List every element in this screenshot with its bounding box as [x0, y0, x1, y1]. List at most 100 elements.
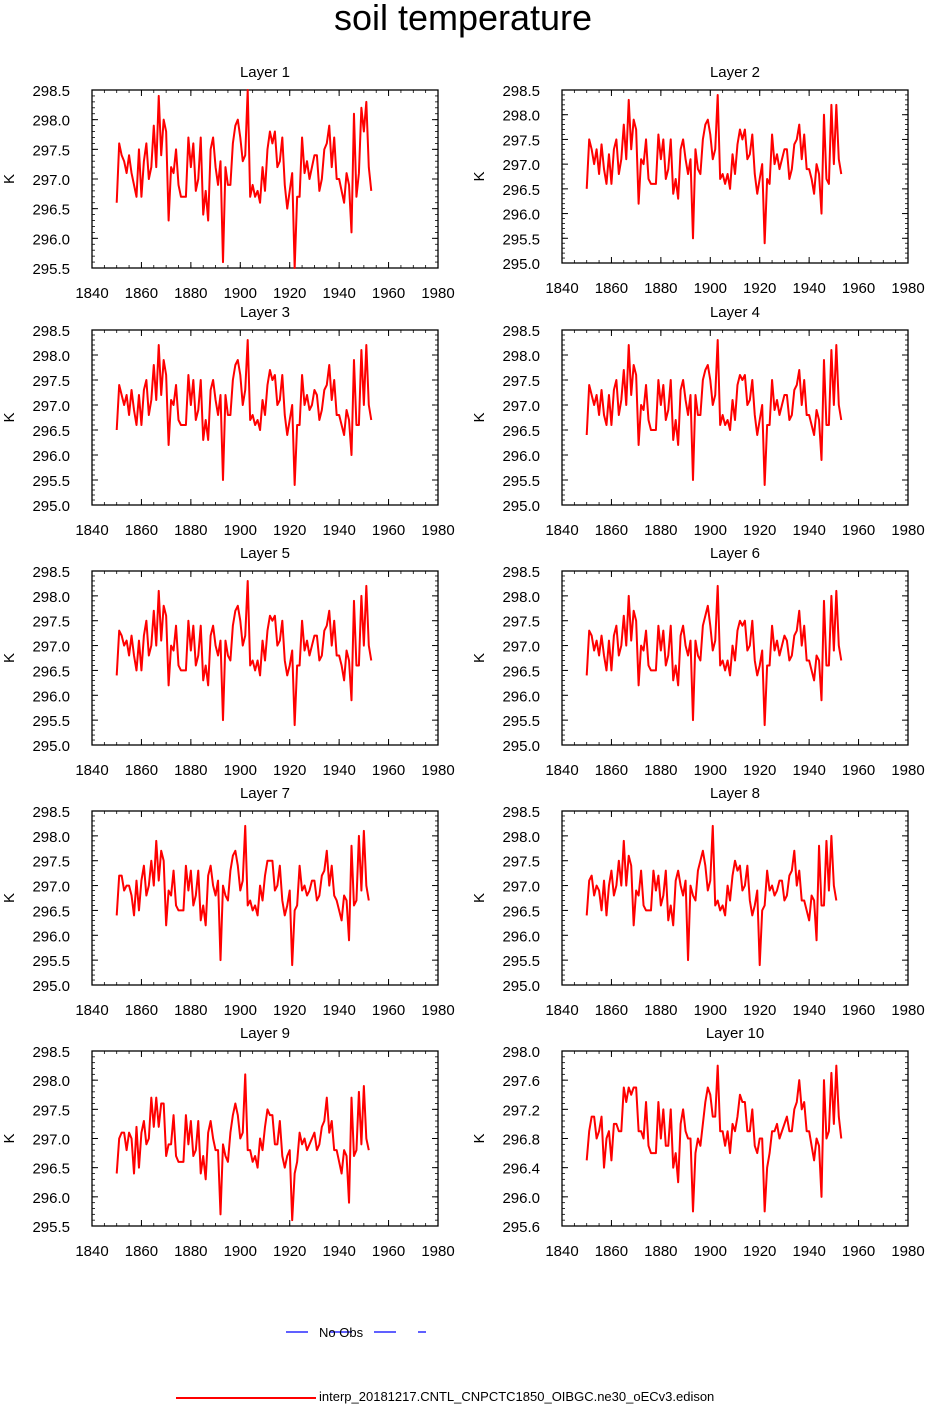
chart-title: Layer 3	[240, 304, 290, 321]
y-tick-label: 295.5	[502, 231, 540, 248]
y-tick-label: 297.5	[32, 854, 70, 871]
y-tick-label: 295.0	[502, 978, 540, 995]
y-tick-label: 295.0	[502, 256, 540, 273]
x-tick-label: 1960	[372, 1002, 405, 1019]
legend-model-swatch	[176, 1397, 316, 1399]
y-tick-label: 297.5	[502, 614, 540, 631]
chart-layer-7: Layer 7 K 1840 1860 1880 1900 1920 1940 1960 1980…	[1, 785, 455, 1019]
x-tick-label: 1880	[644, 280, 677, 297]
x-tick-label: 1980	[891, 762, 924, 779]
x-tick-label: 1840	[545, 1002, 578, 1019]
series-line	[115, 1073, 370, 1222]
y-tick-label: 296.5	[502, 182, 540, 199]
legend-label-model: interp_20181217.CNTL_CNPCTC1850_OIBGC.ne…	[319, 1389, 715, 1404]
y-tick-label: 296.5	[502, 663, 540, 680]
x-tick-label: 1940	[792, 1002, 825, 1019]
x-tick-label: 1960	[842, 762, 875, 779]
y-tick-label: 297.5	[32, 373, 70, 390]
chart-layer-4: Layer 4 K 1840 1860 1880 1900 1920 1940 1960 1980…	[471, 304, 925, 539]
x-tick-label: 1860	[595, 1002, 628, 1019]
y-tick-label: 296.5	[32, 1161, 70, 1178]
y-tick-label: 298.5	[502, 804, 540, 821]
chart-layer-9: Layer 9 K 1840 1860 1880 1900 1920 1940 1960 1980…	[1, 1025, 455, 1260]
chart-layer-8: Layer 8 K 1840 1860 1880 1900 1920 1940 1960 1980…	[471, 785, 925, 1019]
chart-layer-5: Layer 5 K 1840 1860 1880 1900 1920 1940 1960 1980…	[1, 545, 455, 779]
chart-title: Layer 5	[240, 545, 290, 562]
y-tick-label: 297.0	[32, 172, 70, 189]
plot-frame	[561, 89, 909, 264]
y-tick-label: 296.5	[32, 663, 70, 680]
y-axis-label: K	[1, 1133, 18, 1143]
x-tick-label: 1940	[322, 762, 355, 779]
y-tick-label: 297.0	[32, 879, 70, 896]
x-tick-label: 1860	[595, 1243, 628, 1260]
chart-title: Layer 7	[240, 785, 290, 802]
x-tick-label: 1920	[743, 280, 776, 297]
y-tick-label: 298.5	[32, 1044, 70, 1061]
x-tick-label: 1840	[545, 280, 578, 297]
series-line	[585, 584, 843, 727]
y-tick-label: 296.5	[32, 423, 70, 440]
y-tick-label: 297.5	[32, 614, 70, 631]
y-tick-label: 297.0	[32, 398, 70, 415]
x-tick-label: 1880	[174, 762, 207, 779]
x-tick-label: 1920	[743, 1243, 776, 1260]
y-tick-label: 296.0	[32, 448, 70, 465]
x-tick-label: 1900	[224, 285, 257, 302]
x-tick-label: 1860	[125, 1002, 158, 1019]
x-tick-label: 1860	[125, 1243, 158, 1260]
x-tick-label: 1980	[421, 1002, 454, 1019]
x-tick-label: 1960	[372, 1243, 405, 1260]
y-tick-label: 296.0	[32, 688, 70, 705]
y-tick-label: 295.5	[502, 713, 540, 730]
y-tick-label: 298.5	[32, 804, 70, 821]
x-tick-label: 1920	[743, 522, 776, 539]
y-tick-label: 297.5	[502, 854, 540, 871]
y-tick-label: 296.5	[502, 903, 540, 920]
series-line	[585, 1064, 843, 1213]
x-tick-label: 1920	[273, 285, 306, 302]
series-line	[585, 339, 843, 486]
chart-layer-6: Layer 6 K 1840 1860 1880 1900 1920 1940 1960 1980…	[471, 545, 925, 779]
x-tick-label: 1980	[891, 1002, 924, 1019]
y-tick-label: 295.5	[32, 713, 70, 730]
x-tick-label: 1920	[743, 762, 776, 779]
series-line	[115, 824, 370, 967]
y-tick-label: 297.5	[32, 142, 70, 159]
y-tick-label: 295.0	[32, 738, 70, 755]
y-tick-label: 298.0	[502, 829, 540, 846]
y-tick-label: 297.0	[32, 1132, 70, 1149]
x-tick-label: 1940	[322, 285, 355, 302]
x-tick-label: 1860	[125, 522, 158, 539]
x-tick-label: 1980	[421, 522, 454, 539]
y-tick-label: 296.0	[32, 1190, 70, 1207]
y-tick-label: 295.5	[502, 953, 540, 970]
plot-frame	[91, 1050, 439, 1227]
x-tick-label: 1900	[694, 762, 727, 779]
y-tick-label: 298.5	[502, 323, 540, 340]
y-tick-label: 297.0	[502, 879, 540, 896]
legend-label-no-obs: No Obs	[319, 1325, 364, 1340]
y-tick-label: 297.6	[502, 1073, 540, 1090]
y-tick-label: 297.0	[32, 639, 70, 656]
x-tick-label: 1860	[125, 762, 158, 779]
y-tick-label: 296.0	[502, 207, 540, 224]
y-tick-label: 297.5	[32, 1102, 70, 1119]
chart-title: Layer 4	[710, 304, 760, 321]
x-tick-label: 1880	[644, 1002, 677, 1019]
x-tick-label: 1940	[792, 1243, 825, 1260]
x-tick-label: 1980	[891, 1243, 924, 1260]
y-tick-label: 297.0	[502, 398, 540, 415]
y-tick-label: 296.5	[32, 202, 70, 219]
x-tick-label: 1960	[842, 1002, 875, 1019]
y-tick-label: 298.5	[502, 83, 540, 100]
x-tick-label: 1900	[694, 1243, 727, 1260]
x-tick-label: 1980	[891, 280, 924, 297]
y-axis-label: K	[471, 893, 488, 903]
x-tick-label: 1980	[421, 1243, 454, 1260]
y-tick-label: 295.6	[502, 1219, 540, 1236]
chart-title: Layer 2	[710, 64, 760, 81]
x-tick-label: 1880	[174, 285, 207, 302]
chart-title: Layer 9	[240, 1025, 290, 1042]
page-title: soil temperature	[333, 0, 593, 38]
